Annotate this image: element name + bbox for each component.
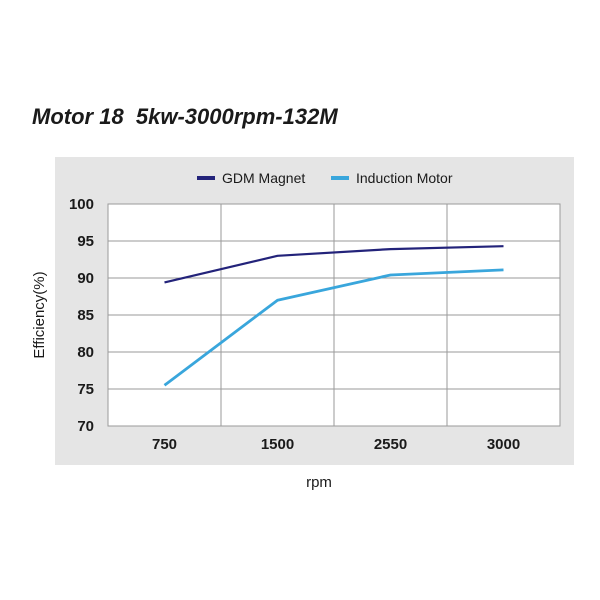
y-tick-label: 85: [77, 307, 94, 324]
x-tick-label: 2550: [374, 436, 407, 453]
series-line-induction-motor: [163, 268, 504, 387]
x-tick-label: 3000: [487, 436, 520, 453]
y-tick-label: 75: [77, 381, 94, 398]
legend: GDM Magnet Induction Motor: [197, 170, 453, 186]
y-tick-label: 70: [77, 418, 94, 435]
y-axis: 70 75 80 85 90 95 100: [69, 196, 94, 435]
y-tick-label: 100: [69, 196, 94, 213]
x-axis: 750 1500 2550 3000: [152, 436, 520, 453]
series-line-gdm-magnet: [164, 245, 504, 284]
y-tick-label: 90: [77, 270, 94, 287]
legend-label: Induction Motor: [356, 170, 453, 186]
y-tick-label: 95: [77, 233, 94, 250]
x-tick-label: 1500: [261, 436, 294, 453]
series-lines: [163, 245, 504, 387]
chart-title: Motor 18 5kw-3000rpm-132M: [32, 104, 338, 129]
x-axis-label: rpm: [306, 474, 332, 491]
x-tick-label: 750: [152, 436, 177, 453]
legend-label: GDM Magnet: [222, 170, 305, 186]
plot-grid: [107, 203, 561, 427]
y-axis-label: Efficiency(%): [31, 271, 48, 358]
y-tick-label: 80: [77, 344, 94, 361]
